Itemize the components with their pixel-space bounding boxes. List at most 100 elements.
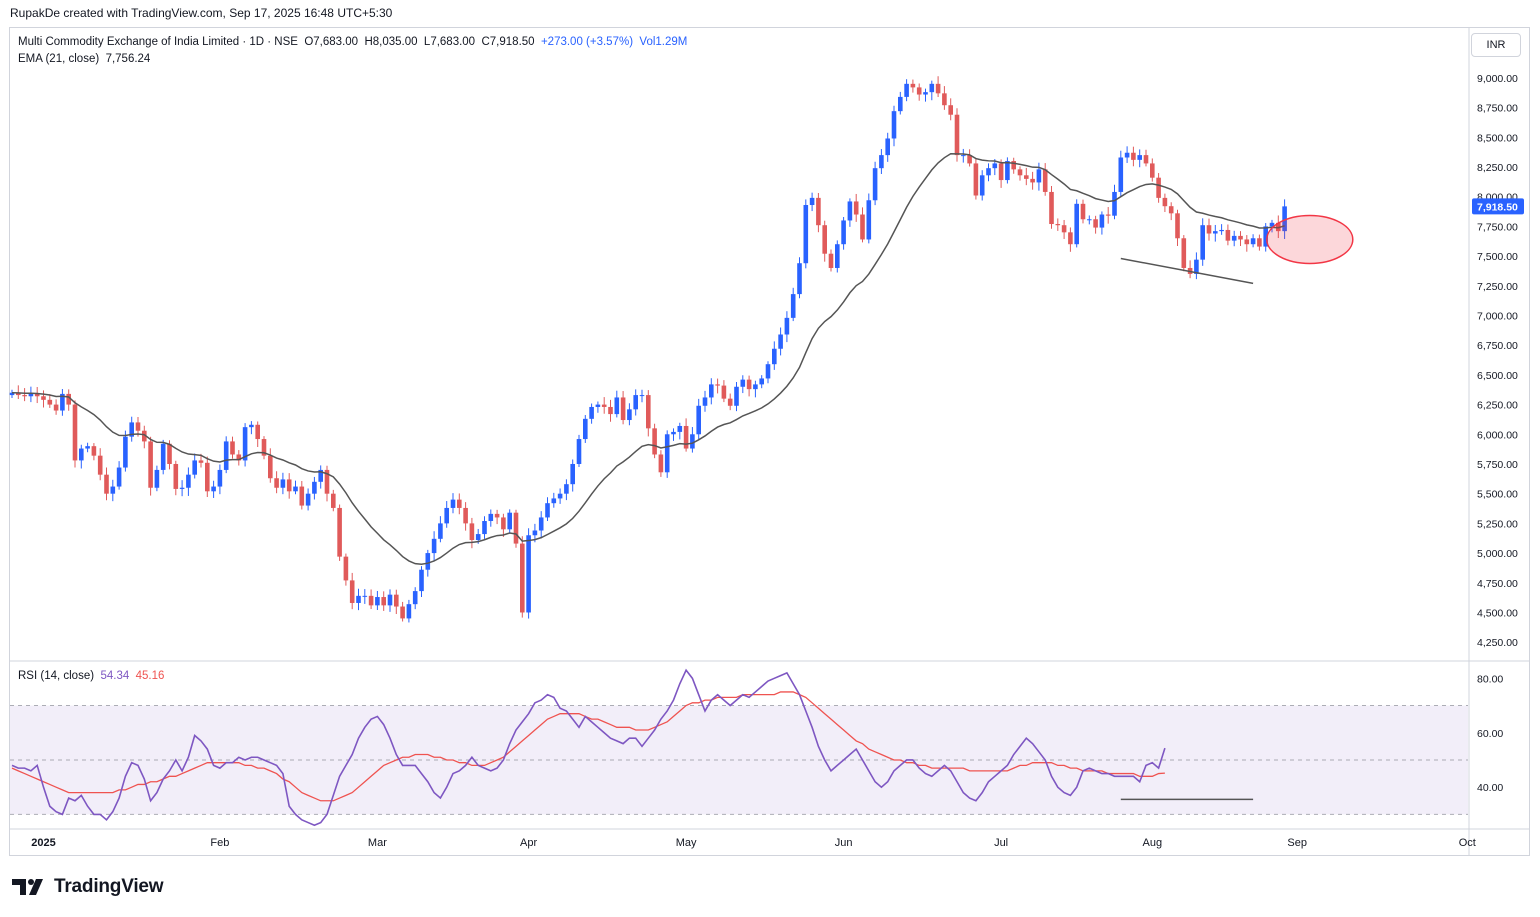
candle-body bbox=[809, 197, 815, 206]
candle-body bbox=[1143, 155, 1149, 164]
candle-body bbox=[1244, 239, 1250, 245]
candle-body bbox=[1042, 169, 1048, 192]
time-tick-label: Sep bbox=[1287, 837, 1307, 849]
candle-body bbox=[620, 397, 626, 421]
candle-body bbox=[1269, 222, 1275, 227]
candle-body bbox=[1206, 225, 1212, 234]
candle-body bbox=[66, 393, 71, 405]
candle-body bbox=[331, 493, 336, 508]
price-tick-label: 7,750.00 bbox=[1477, 221, 1518, 233]
candle-body bbox=[406, 604, 412, 619]
candle-body bbox=[671, 431, 676, 435]
candle-body bbox=[961, 155, 966, 157]
candle-body bbox=[1175, 213, 1180, 239]
currency-button[interactable]: INR bbox=[1471, 33, 1521, 57]
candle-body bbox=[255, 424, 260, 440]
candle-body bbox=[305, 493, 311, 506]
candle-body bbox=[1124, 152, 1130, 158]
price-tick-label: 4,500.00 bbox=[1477, 607, 1518, 619]
candle-body bbox=[457, 499, 462, 508]
tradingview-logo-icon bbox=[12, 879, 43, 895]
candle-body bbox=[53, 404, 59, 411]
price-tick-label: 8,500.00 bbox=[1477, 132, 1518, 144]
candle-body bbox=[929, 83, 935, 93]
candle-body bbox=[362, 595, 368, 597]
candle-body bbox=[677, 425, 683, 432]
ohlc-open: O7,683.00 bbox=[304, 36, 359, 48]
candle-body bbox=[866, 200, 872, 240]
candle-body bbox=[368, 595, 374, 606]
candle-body bbox=[22, 395, 27, 397]
trendline bbox=[1120, 257, 1254, 285]
price-tick-label: 6,250.00 bbox=[1477, 400, 1518, 412]
candle-body bbox=[1074, 203, 1079, 245]
candle-body bbox=[1061, 225, 1067, 233]
price-tick-label: 6,750.00 bbox=[1477, 340, 1518, 352]
candle-body bbox=[450, 499, 456, 508]
candle-body bbox=[85, 446, 90, 449]
candle-body bbox=[444, 507, 449, 524]
price-tick-label: 8,250.00 bbox=[1477, 162, 1518, 174]
candle-body bbox=[249, 424, 254, 428]
candle-body bbox=[778, 334, 783, 349]
candle-body bbox=[822, 225, 827, 254]
tradingview-logo[interactable]: TradingView bbox=[12, 876, 164, 898]
candle-body bbox=[160, 443, 166, 470]
candle-body bbox=[192, 460, 197, 475]
candle-body bbox=[1105, 214, 1111, 216]
candle-body bbox=[318, 469, 323, 482]
candle-body bbox=[507, 512, 512, 530]
candle-body bbox=[816, 197, 821, 226]
candle-body bbox=[179, 487, 185, 489]
candle-body bbox=[223, 441, 229, 470]
candle-body bbox=[520, 543, 525, 613]
candle-body bbox=[986, 168, 991, 176]
candle-body bbox=[1231, 235, 1237, 241]
candle-body bbox=[280, 479, 286, 488]
ema-value: 7,756.24 bbox=[105, 53, 151, 65]
price-tick-label: 5,500.00 bbox=[1477, 489, 1518, 501]
candle-body bbox=[998, 163, 1004, 181]
rsi-legend: RSI (14, close) 54.34 45.16 bbox=[18, 670, 164, 682]
candle-body bbox=[186, 474, 191, 488]
candle-body bbox=[935, 83, 941, 94]
candle-body bbox=[261, 439, 267, 456]
candle-body bbox=[1005, 161, 1010, 181]
candle-body bbox=[211, 486, 216, 492]
candle-body bbox=[608, 406, 613, 415]
candle-body bbox=[545, 503, 550, 518]
candle-body bbox=[564, 484, 569, 494]
candle-body bbox=[1093, 219, 1098, 228]
candle-body bbox=[1055, 224, 1061, 226]
candle-body bbox=[116, 467, 122, 487]
price-tick-label: 7,250.00 bbox=[1477, 281, 1518, 293]
time-tick-label: Apr bbox=[520, 837, 537, 849]
candle-body bbox=[482, 521, 487, 535]
candle-body bbox=[135, 422, 141, 431]
candle-body bbox=[1282, 206, 1287, 232]
candle-body bbox=[753, 384, 758, 390]
candle-body bbox=[9, 392, 15, 396]
candle-body bbox=[885, 138, 890, 156]
volume-value: Vol1.29M bbox=[639, 36, 688, 48]
candle-body bbox=[1118, 157, 1124, 192]
ohlc-high: H8,035.00 bbox=[364, 36, 418, 48]
candle-body bbox=[772, 348, 777, 365]
candle-body bbox=[1036, 169, 1042, 183]
candle-body bbox=[1263, 226, 1268, 247]
candle-body bbox=[721, 385, 727, 399]
candle-body bbox=[954, 114, 960, 156]
candle-body bbox=[853, 201, 859, 215]
candle-body bbox=[627, 409, 632, 421]
price-pane bbox=[9, 76, 1354, 623]
candle-body bbox=[400, 606, 405, 619]
candle-body bbox=[154, 469, 160, 488]
candle-body bbox=[324, 469, 330, 494]
ema-line bbox=[11, 153, 1285, 565]
consolidation-highlight bbox=[1266, 214, 1354, 265]
candle-body bbox=[658, 454, 664, 473]
candle-body bbox=[230, 441, 235, 455]
candle-body bbox=[646, 395, 651, 429]
candle-body bbox=[431, 538, 437, 554]
